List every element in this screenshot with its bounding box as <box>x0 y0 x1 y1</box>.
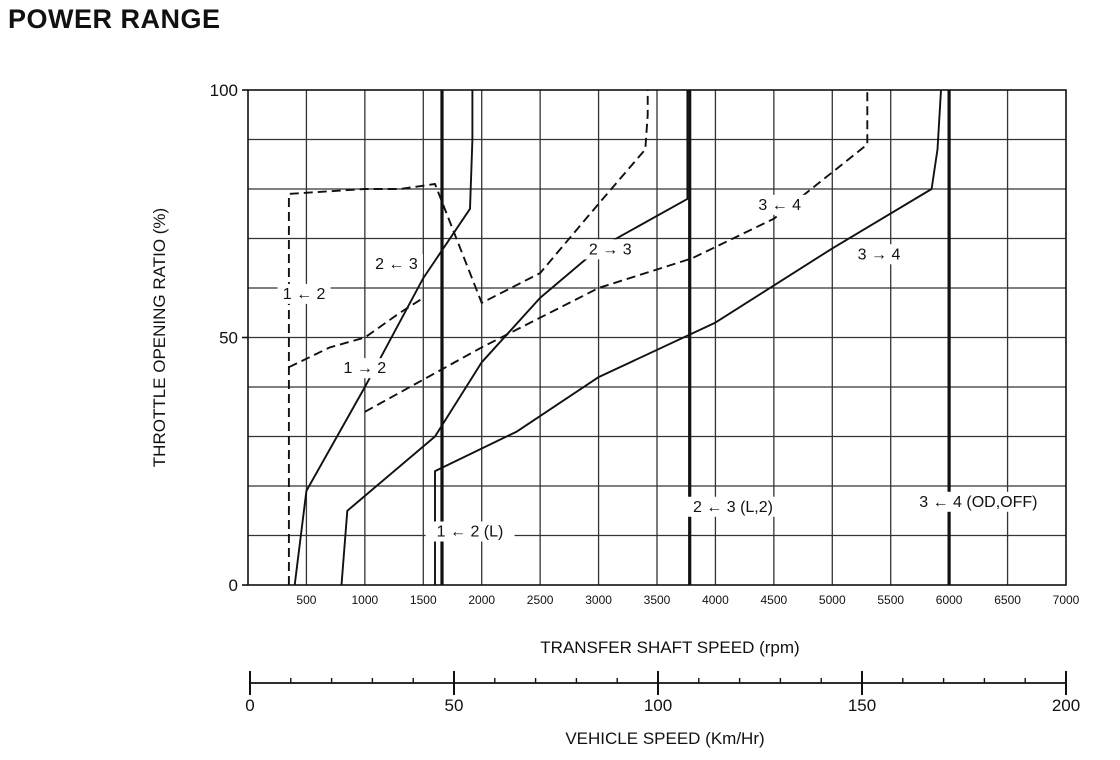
x-tick-label: 4500 <box>761 593 788 607</box>
vehicle-speed-tick-label: 150 <box>848 696 876 715</box>
x-tick-label: 500 <box>296 593 316 607</box>
series-line-5 <box>364 90 869 413</box>
series-line-4 <box>340 90 689 586</box>
x-tick-label: 5000 <box>819 593 846 607</box>
y-axis-title: THROTTLE OPENING RATIO (%) <box>150 208 169 467</box>
page-title: POWER RANGE <box>8 4 221 34</box>
annotation-bg <box>369 254 423 275</box>
annotation-bg <box>753 194 807 215</box>
x-axis-title: TRANSFER SHAFT SPEED (rpm) <box>540 638 799 657</box>
curve-label: 3 ← 4 (OD,OFF) <box>919 494 1037 511</box>
y-tick-label: 50 <box>219 329 238 348</box>
annotation-bg <box>425 521 515 542</box>
series-line-2 <box>287 90 649 585</box>
y-tick-label: 0 <box>229 576 238 595</box>
x-tick-label: 1000 <box>352 593 379 607</box>
x-tick-label: 5500 <box>877 593 904 607</box>
vehicle-speed-tick-label: 50 <box>445 696 464 715</box>
x-tick-label: 2000 <box>468 593 495 607</box>
series-line-6 <box>434 89 942 585</box>
x-tick-label: 3000 <box>585 593 612 607</box>
curve-label: 1 → 2 <box>344 360 387 377</box>
x-tick-label: 6000 <box>936 593 963 607</box>
curve-label: 2 ← 3 (L,2) <box>693 499 773 516</box>
annotation-bg <box>911 491 1046 512</box>
curve-label: 2 ← 3 <box>375 256 418 273</box>
annotation-bg <box>338 358 392 379</box>
x-tick-label: 7000 <box>1053 593 1080 607</box>
x-tick-label: 3500 <box>644 593 671 607</box>
x-tick-label: 1500 <box>410 593 437 607</box>
annotation-bg <box>679 496 787 517</box>
vehicle-speed-tick-label: 200 <box>1052 696 1080 715</box>
series-line-1 <box>293 90 474 586</box>
series-line-3 <box>288 297 424 369</box>
annotation-bg <box>852 244 906 265</box>
annotation-bg <box>583 239 637 260</box>
curve-label: 1 ← 2 (L) <box>437 524 504 541</box>
vehicle-speed-axis-title: VEHICLE SPEED (Km/Hr) <box>565 729 764 748</box>
curve-label: 1 ← 2 <box>283 286 326 303</box>
curve-label: 2 → 3 <box>589 241 632 258</box>
y-tick-label: 100 <box>210 81 238 100</box>
x-tick-label: 2500 <box>527 593 554 607</box>
curve-label: 3 → 4 <box>858 246 901 263</box>
x-tick-label: 6500 <box>994 593 1021 607</box>
curve-label: 3 ← 4 <box>758 197 801 214</box>
vehicle-speed-tick-label: 0 <box>245 696 254 715</box>
x-tick-label: 4000 <box>702 593 729 607</box>
vehicle-speed-tick-label: 100 <box>644 696 672 715</box>
annotation-bg <box>277 283 331 304</box>
